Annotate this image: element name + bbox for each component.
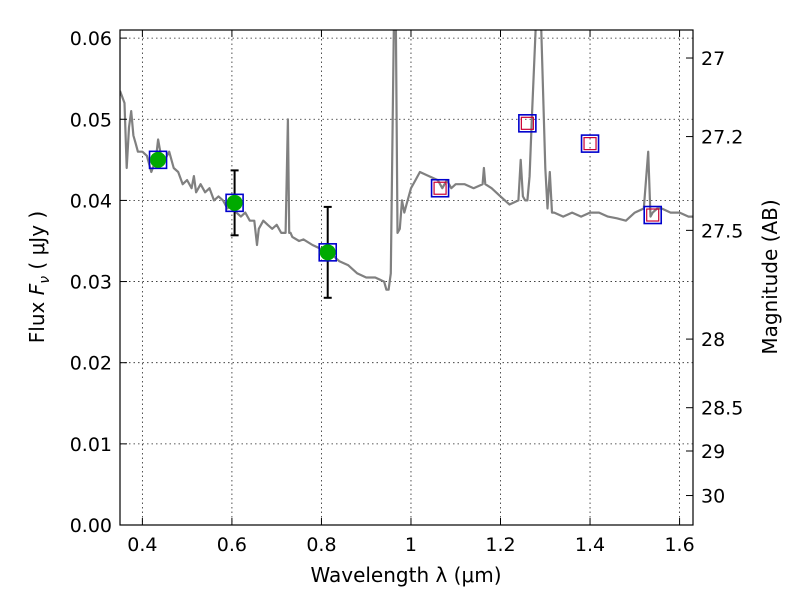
y-axis-label: Flux Fν ( μJy ) xyxy=(25,211,53,343)
error-bars xyxy=(230,169,332,299)
synthetic-flux-box xyxy=(430,178,450,198)
upper-limit-marker xyxy=(433,181,447,195)
upper-limit-marker xyxy=(646,208,660,222)
magnitude-tick-label: 29 xyxy=(701,441,725,463)
y-tick-label: 0.04 xyxy=(70,190,112,212)
y-axis-label-subscript: ν xyxy=(37,276,53,284)
x-tick-label: 0.8 xyxy=(306,534,336,556)
magnitude-tick-label: 27.2 xyxy=(701,127,743,149)
model-spectrum-line xyxy=(120,30,693,291)
x-tick-label: 0.6 xyxy=(217,534,247,556)
magnitude-tick-label: 27 xyxy=(701,48,725,70)
observed-flux-point xyxy=(226,194,243,211)
plot-area xyxy=(120,30,693,299)
x-axis-label: Wavelength λ (μm) xyxy=(310,563,501,587)
synthetic-flux-box xyxy=(580,134,600,153)
y-tick-label: 0.01 xyxy=(70,434,112,456)
x-tick-label: 1.6 xyxy=(664,534,694,556)
y-tick-label: 0.05 xyxy=(70,109,112,131)
y-tick-label: 0.02 xyxy=(70,353,112,375)
y-axis-label-symbol: F xyxy=(25,283,49,295)
y-tick-label: 0.06 xyxy=(70,28,112,50)
axis-tick-labels: 0.4 0.6 0.8 1 1.2 1.4 1.6 0.00 0.01 0.02 0.03 0.04 0… xyxy=(70,28,744,556)
x-tick-label: 1 xyxy=(405,534,417,556)
synthetic-flux-box xyxy=(225,193,244,213)
x-tick-label: 0.4 xyxy=(127,534,157,556)
upper-limit-marker xyxy=(520,116,534,130)
y-tick-label: 0.03 xyxy=(70,272,112,294)
y-axis-label-text-a: Flux xyxy=(25,295,49,343)
magnitude-tick-label: 30 xyxy=(701,486,725,508)
x-tick-label: 1.4 xyxy=(575,534,605,556)
upper-limit-marker xyxy=(583,137,597,151)
plot-frame xyxy=(119,29,694,526)
y-axis-label-text-d: ( μJy ) xyxy=(25,211,49,276)
x-tick-label: 1.2 xyxy=(485,534,515,556)
magnitude-tick-label: 28.5 xyxy=(701,398,743,420)
synthetic-flux-box xyxy=(518,114,537,133)
synthetic-flux-box xyxy=(318,243,338,262)
synthetic-flux-box xyxy=(148,150,168,170)
y-tick-label: 0.00 xyxy=(70,515,112,537)
observed-flux-point xyxy=(150,151,167,168)
grid-lines xyxy=(120,30,693,526)
magnitude-tick-label: 28 xyxy=(701,329,725,351)
magnitude-tick-label: 27.5 xyxy=(701,220,743,242)
photometry-points xyxy=(148,114,663,262)
synthetic-flux-box xyxy=(643,205,663,225)
y-axis-right-label: Magnitude (AB) xyxy=(758,199,782,354)
observed-flux-point xyxy=(319,244,336,261)
axis-ticks xyxy=(120,30,693,526)
